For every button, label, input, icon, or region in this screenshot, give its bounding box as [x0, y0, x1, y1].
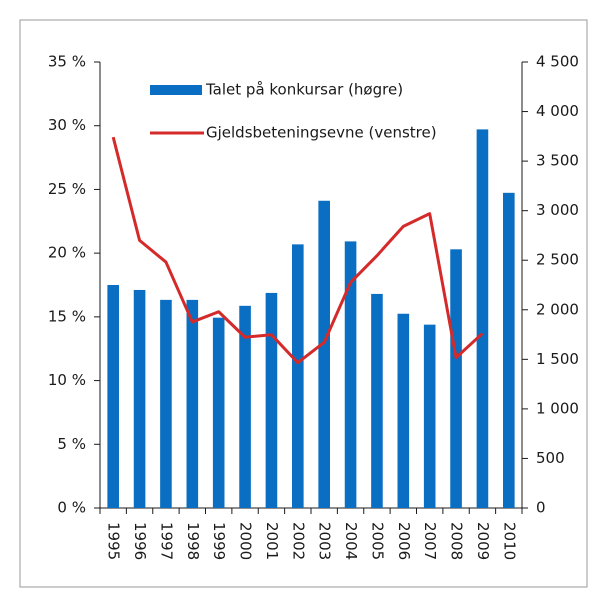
y-tick-label: 10 %	[48, 371, 86, 389]
x-tick-label: 2001	[263, 522, 281, 560]
x-tick-label: 2003	[316, 522, 334, 560]
bar	[160, 299, 172, 508]
frame	[19, 19, 588, 588]
x-tick-label: 2002	[289, 522, 307, 560]
x-tick-label: 1998	[184, 522, 202, 560]
legend-label: Talet på konkursar (høgre)	[205, 81, 403, 99]
bar	[265, 292, 278, 508]
bar	[239, 305, 251, 508]
x-tick-label: 2004	[342, 522, 360, 560]
bar	[133, 289, 146, 508]
y-tick-label: 0 %	[57, 499, 86, 517]
y-tick-label: 20 %	[48, 244, 86, 262]
bar	[212, 317, 225, 508]
bar	[344, 241, 357, 508]
y-tick-label: 30 %	[48, 116, 86, 134]
y-tick-label: 35 %	[48, 53, 86, 71]
x-tick-label: 1996	[131, 522, 149, 560]
y2-tick-label: 4 000	[536, 102, 579, 120]
bar	[292, 244, 304, 508]
y2-tick-label: 4 500	[536, 53, 579, 71]
y2-tick-label: 1 000	[536, 399, 579, 417]
y2-tick-label: 1 500	[536, 350, 579, 368]
y-tick-label: 15 %	[48, 307, 86, 325]
y2-tick-label: 0	[536, 499, 546, 517]
x-tick-label: 2006	[395, 522, 413, 560]
bar	[186, 299, 199, 508]
y-tick-label: 25 %	[48, 180, 86, 198]
y2-tick-label: 2 500	[536, 251, 579, 269]
bar	[318, 200, 330, 508]
x-tick-label: 2009	[474, 522, 492, 560]
x-tick-label: 2005	[368, 522, 386, 560]
x-tick-label: 1995	[105, 522, 123, 560]
bar	[371, 293, 383, 508]
bar	[476, 129, 489, 508]
legend-label: Gjeldsbeteningsevne (venstre)	[206, 124, 437, 142]
x-tick-label: 1997	[157, 522, 175, 560]
legend-swatch	[150, 85, 202, 95]
y2-tick-label: 500	[536, 449, 565, 467]
bar	[450, 249, 462, 508]
bar	[397, 313, 410, 508]
x-tick-label: 1999	[210, 522, 228, 560]
x-tick-label: 2010	[500, 522, 518, 560]
x-tick-label: 2000	[237, 522, 255, 560]
x-tick-label: 2007	[421, 522, 439, 560]
line	[111, 136, 484, 365]
y2-tick-label: 2 000	[536, 300, 579, 318]
bar	[423, 324, 436, 508]
y2-tick-label: 3 000	[536, 201, 579, 219]
x-tick-label: 2008	[448, 522, 466, 560]
bar	[107, 285, 119, 508]
y2-tick-label: 3 500	[536, 152, 579, 170]
y-tick-label: 5 %	[57, 435, 86, 453]
bar	[503, 192, 515, 508]
